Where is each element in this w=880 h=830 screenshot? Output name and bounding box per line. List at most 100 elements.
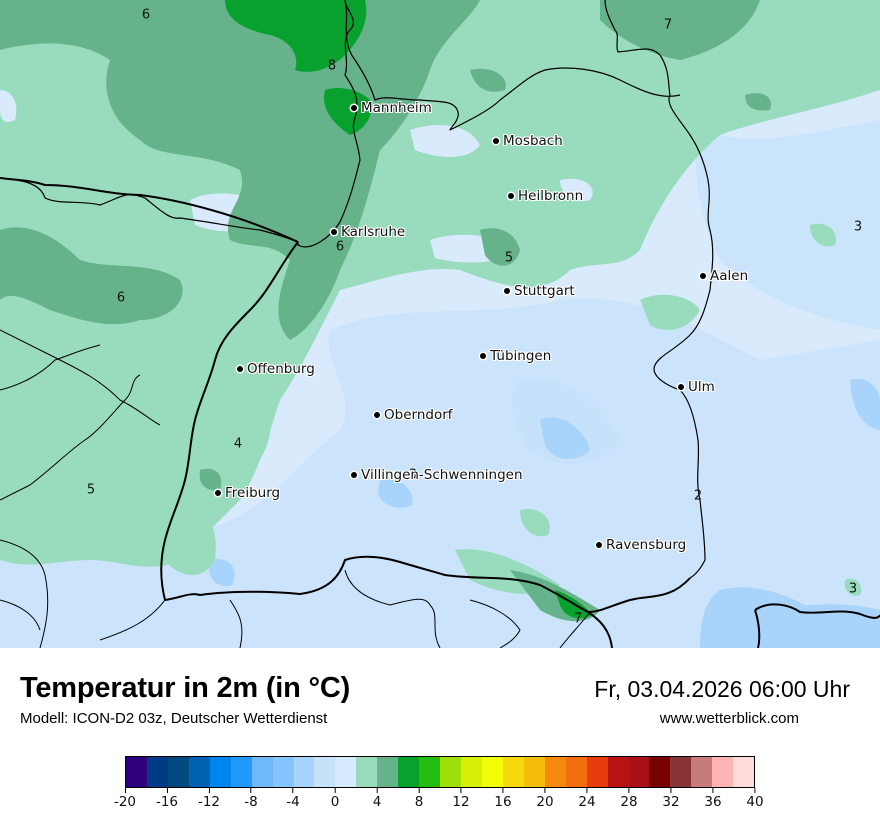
colorbar-segment xyxy=(419,757,441,787)
city-dot-icon xyxy=(351,472,357,478)
tick-label: 36 xyxy=(704,794,722,810)
contour-value-label: 7 xyxy=(663,17,673,33)
colorbar-tick: 8 xyxy=(415,788,423,810)
city-label: Mosbach xyxy=(503,133,563,149)
city-label: Offenburg xyxy=(247,361,315,377)
tick-mark xyxy=(376,788,378,793)
map-canvas xyxy=(0,0,880,648)
tick-label: -12 xyxy=(197,794,221,810)
colorbar-segment xyxy=(733,757,755,787)
colorbar-segment xyxy=(251,757,273,787)
city-label: Freiburg xyxy=(225,485,281,501)
city-marker: Tübingen xyxy=(480,348,551,364)
colorbar-segment xyxy=(167,757,189,787)
tick-mark xyxy=(208,788,210,793)
city-marker: Heilbronn xyxy=(508,188,583,204)
colorbar-tick: 12 xyxy=(452,788,470,810)
city-marker: Mannheim xyxy=(351,100,432,116)
colorbar-segment xyxy=(544,757,566,787)
city-dot-icon xyxy=(480,353,486,359)
colorbar-segment xyxy=(377,757,399,787)
tick-mark xyxy=(460,788,462,793)
tick-label: 16 xyxy=(494,794,512,810)
colorbar-tick: 40 xyxy=(746,788,764,810)
contour-value-label: 3 xyxy=(408,467,418,483)
tick-label: 24 xyxy=(578,794,596,810)
city-marker: Villingen-Schwenningen xyxy=(351,467,523,483)
city-dot-icon xyxy=(374,412,380,418)
colorbar-segment xyxy=(398,757,420,787)
temperature-map[interactable]: 6 8 7 6 5 3 6 4 5 3 2 3 7 Mannheim Mosbach Heilbronn Ka… xyxy=(0,0,880,649)
tick-label: 20 xyxy=(536,794,554,810)
website-link[interactable]: www.wetterblick.com xyxy=(659,710,799,727)
tick-mark xyxy=(670,788,672,793)
contour-value-label: 6 xyxy=(335,239,345,255)
colorbar-segment xyxy=(523,757,545,787)
colorbar-tick: -16 xyxy=(156,788,178,810)
colorbar-segment xyxy=(628,757,650,787)
model-source: Modell: ICON-D2 03z, Deutscher Wetterdie… xyxy=(20,710,328,727)
temperature-colorbar xyxy=(125,756,755,788)
tick-label: 28 xyxy=(620,794,638,810)
city-dot-icon xyxy=(351,105,357,111)
contour-value-label: 3 xyxy=(853,219,863,235)
colorbar-tick: 0 xyxy=(330,788,340,810)
city-label: Aalen xyxy=(710,268,749,284)
colorbar-segment xyxy=(691,757,713,787)
colorbar-tick: -8 xyxy=(244,788,258,810)
tick-mark xyxy=(418,788,420,793)
colorbar-segment xyxy=(230,757,252,787)
colorbar-tick: -4 xyxy=(286,788,300,810)
city-marker: Karlsruhe xyxy=(331,224,405,240)
city-dot-icon xyxy=(504,288,510,294)
tick-mark xyxy=(502,788,504,793)
city-label: Stuttgart xyxy=(514,283,575,299)
city-marker: Mosbach xyxy=(493,133,563,149)
map-legend-footer: Temperatur in 2m (in °C) Modell: ICON-D2… xyxy=(0,648,880,830)
city-marker: Aalen xyxy=(700,268,748,284)
tick-mark xyxy=(250,788,252,793)
colorbar-segment xyxy=(502,757,524,787)
city-dot-icon xyxy=(678,384,684,390)
tick-label: 12 xyxy=(452,794,470,810)
colorbar-tick: 28 xyxy=(620,788,638,810)
colorbar-segment xyxy=(314,757,336,787)
tick-label: -20 xyxy=(113,794,137,810)
tick-mark xyxy=(166,788,168,793)
colorbar-segment xyxy=(126,757,147,787)
map-title: Temperatur in 2m (in °C) xyxy=(20,672,351,704)
city-label: Heilbronn xyxy=(518,188,584,204)
tick-mark xyxy=(544,788,546,793)
city-dot-icon xyxy=(493,138,499,144)
colorbar-segment xyxy=(481,757,503,787)
colorbar-segment xyxy=(356,757,378,787)
contour-value-label: 5 xyxy=(86,482,96,498)
city-dot-icon xyxy=(596,542,602,548)
colorbar-segment xyxy=(649,757,671,787)
contour-value-label: 8 xyxy=(327,58,337,74)
colorbar-tick: 32 xyxy=(662,788,680,810)
contour-value-label: 4 xyxy=(233,436,243,452)
contour-value-label: 3 xyxy=(848,581,858,597)
city-dot-icon xyxy=(237,366,243,372)
city-label: Oberndorf xyxy=(384,407,453,423)
tick-label: 4 xyxy=(372,794,382,810)
city-label: Mannheim xyxy=(361,100,432,116)
colorbar-segment xyxy=(272,757,294,787)
tick-mark xyxy=(754,788,756,793)
tick-mark xyxy=(292,788,294,793)
colorbar-tick: 36 xyxy=(704,788,722,810)
city-dot-icon xyxy=(508,193,514,199)
colorbar-segment xyxy=(670,757,692,787)
tick-label: 0 xyxy=(330,794,340,810)
colorbar-tick: -20 xyxy=(114,788,136,810)
colorbar-segment xyxy=(586,757,608,787)
city-marker: Freiburg xyxy=(215,485,280,501)
tick-mark xyxy=(628,788,630,793)
city-dot-icon xyxy=(215,490,221,496)
tick-label: 40 xyxy=(746,794,764,810)
colorbar-segment xyxy=(293,757,315,787)
forecast-datetime: Fr, 03.04.2026 06:00 Uhr xyxy=(594,676,850,702)
city-marker: Oberndorf xyxy=(374,407,453,423)
contour-value-label: 6 xyxy=(116,290,126,306)
